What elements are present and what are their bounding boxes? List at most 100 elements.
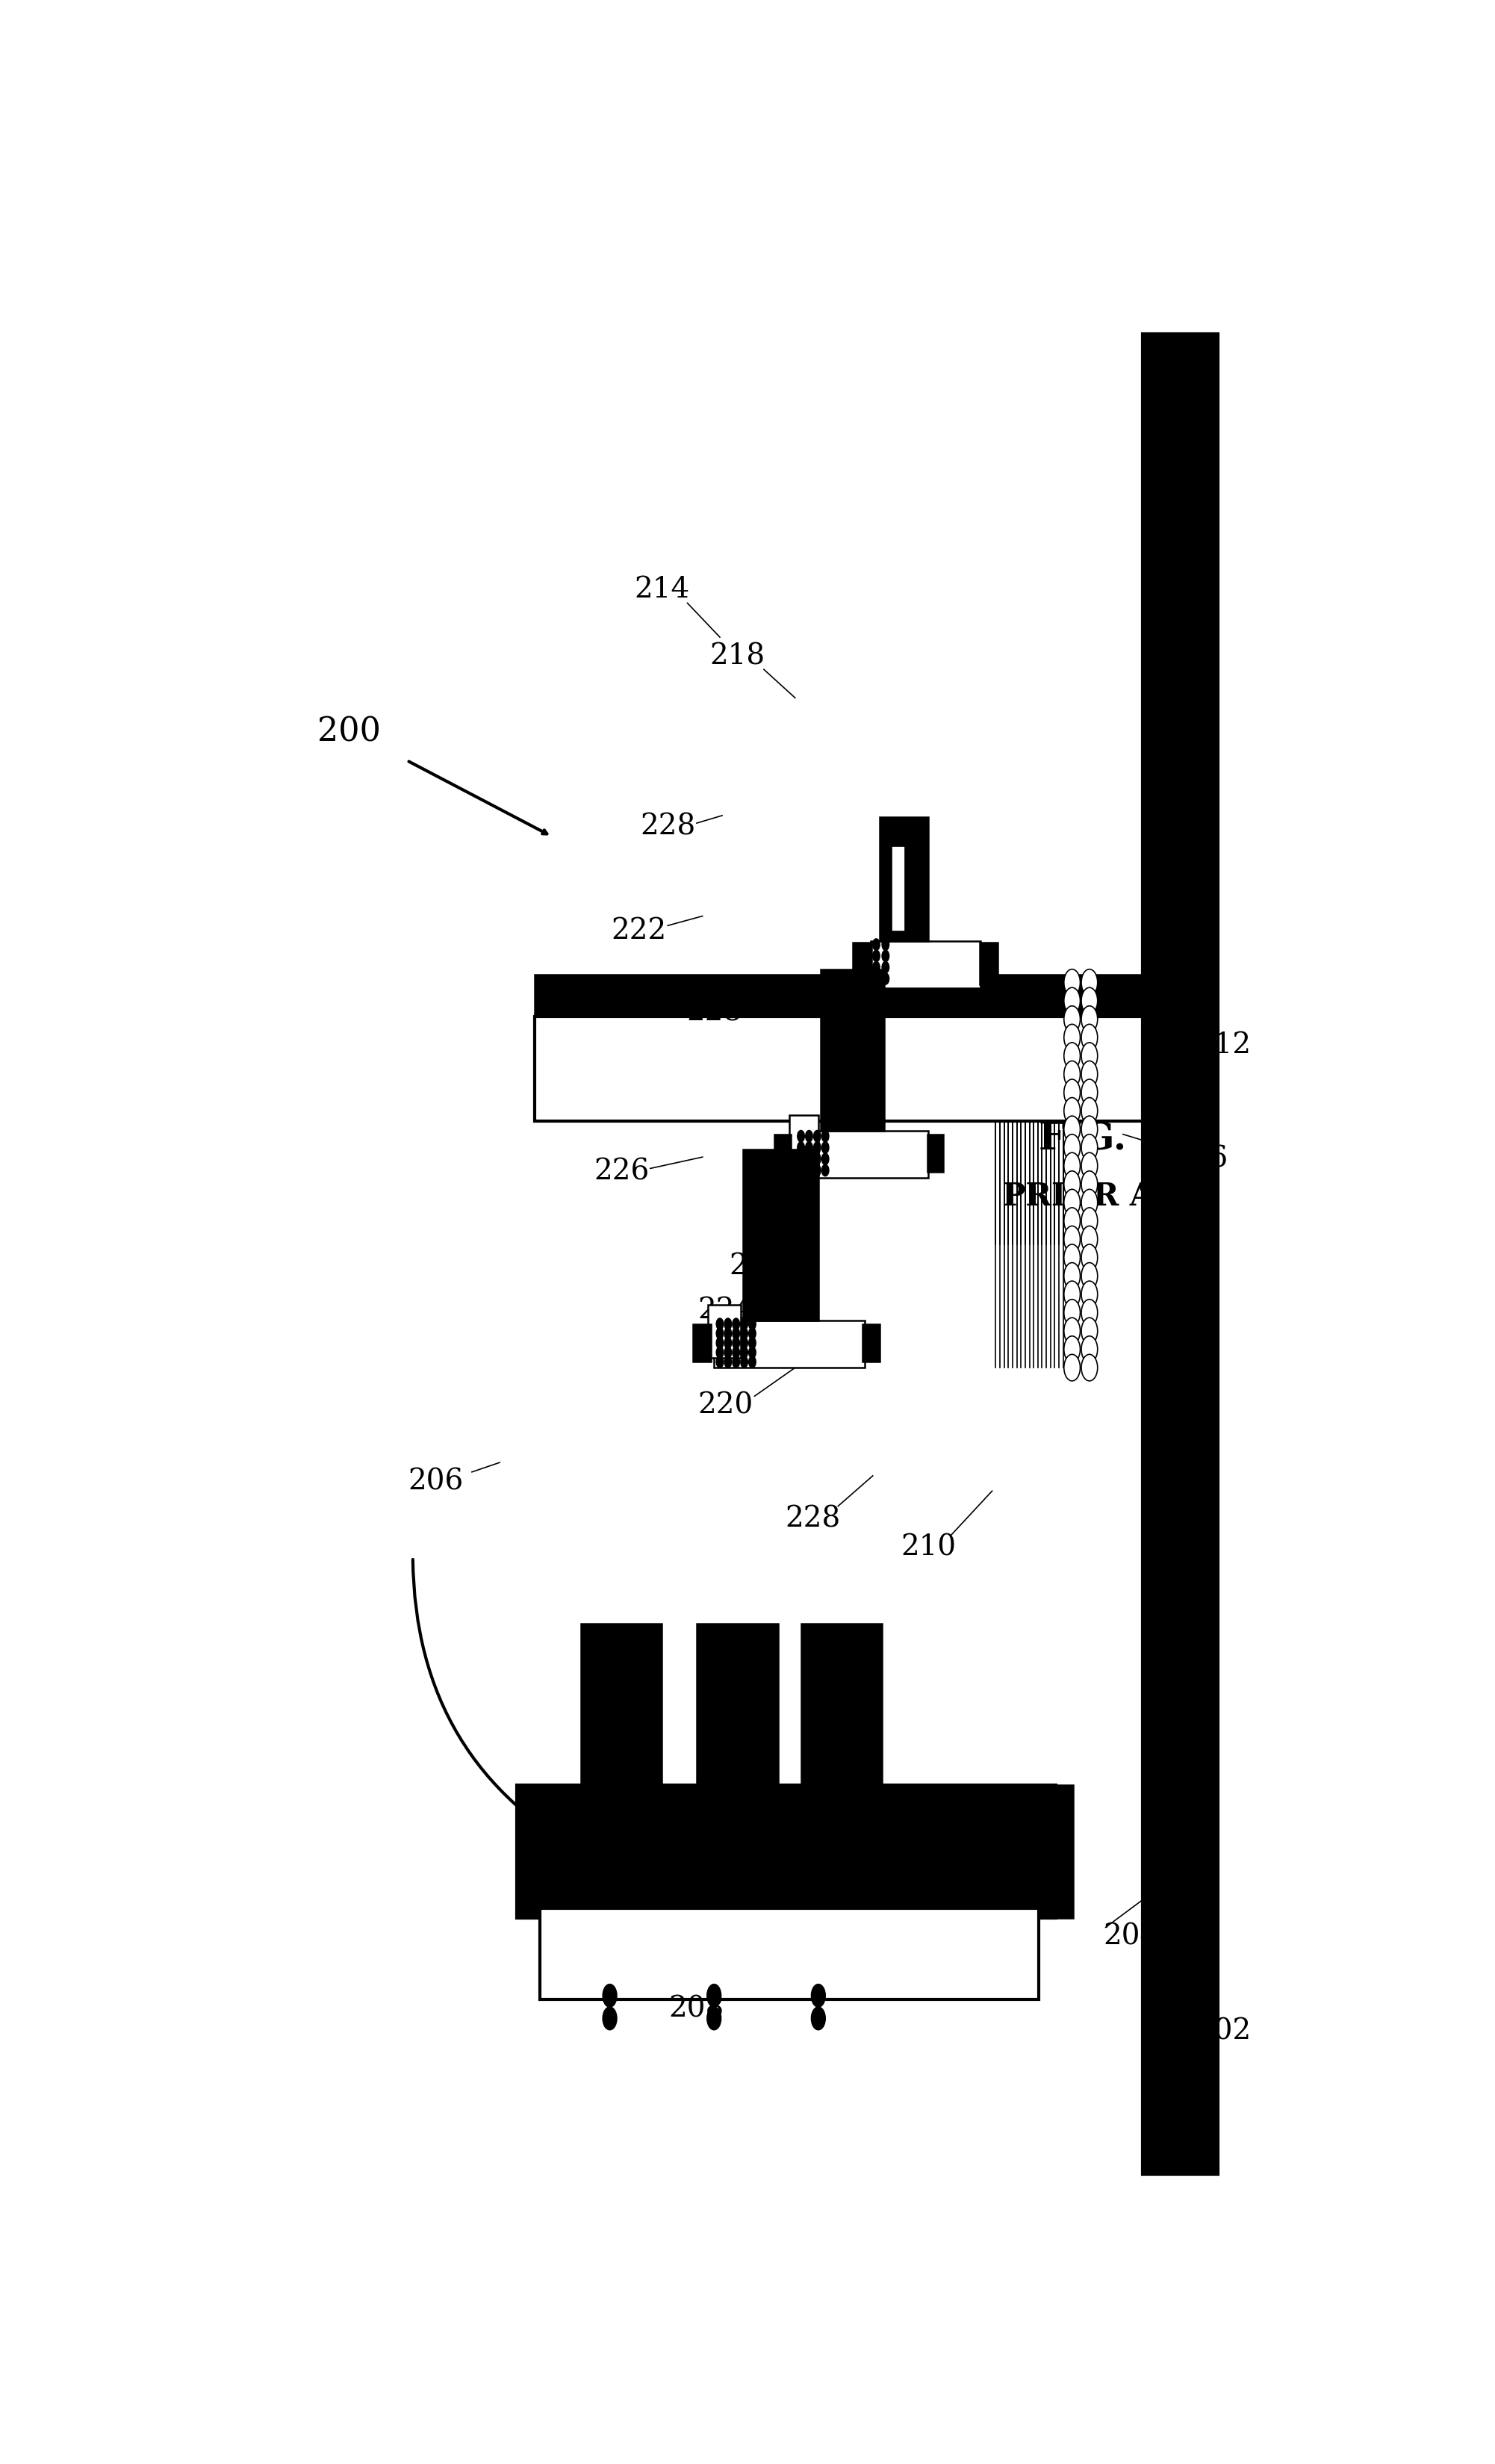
Circle shape (716, 1348, 724, 1358)
Circle shape (822, 1165, 828, 1175)
Circle shape (1081, 1281, 1097, 1308)
Circle shape (1064, 1318, 1081, 1345)
Bar (709, 1306, 740, 1358)
Bar (715, 1321, 864, 1368)
Text: 228: 228 (730, 1254, 785, 1281)
Text: 204: 204 (1103, 1922, 1159, 1951)
Circle shape (725, 1328, 731, 1340)
Circle shape (1064, 968, 1081, 995)
Circle shape (1081, 1355, 1097, 1380)
Circle shape (1081, 1005, 1097, 1032)
Text: 218: 218 (710, 643, 765, 670)
Bar (1142, 333, 1218, 2173)
Circle shape (882, 939, 890, 951)
Circle shape (822, 1153, 828, 1165)
Circle shape (1081, 1116, 1097, 1143)
Circle shape (806, 1131, 813, 1141)
Circle shape (882, 961, 890, 973)
Circle shape (797, 1153, 804, 1165)
Text: 216: 216 (1174, 1146, 1229, 1173)
Circle shape (740, 1355, 748, 1368)
Circle shape (797, 1141, 804, 1153)
Bar (1055, 1784, 1073, 1917)
Circle shape (873, 961, 879, 973)
Circle shape (716, 1328, 724, 1340)
Circle shape (1064, 1281, 1081, 1308)
Bar (774, 1133, 791, 1173)
Circle shape (1081, 1096, 1097, 1124)
Circle shape (1064, 1096, 1081, 1124)
Bar (580, 1624, 662, 1784)
Circle shape (1081, 1190, 1097, 1215)
Circle shape (1081, 1227, 1097, 1252)
Circle shape (740, 1328, 748, 1340)
Circle shape (1064, 1335, 1081, 1363)
Circle shape (1081, 1025, 1097, 1050)
Bar (821, 968, 885, 1131)
Circle shape (1081, 1042, 1097, 1069)
Circle shape (1081, 1079, 1097, 1106)
Circle shape (602, 1984, 617, 2008)
Circle shape (733, 1338, 740, 1348)
Circle shape (1081, 1244, 1097, 1271)
Circle shape (882, 973, 890, 986)
Circle shape (716, 1355, 724, 1368)
Circle shape (733, 1355, 740, 1368)
Bar (694, 1323, 710, 1363)
Circle shape (716, 1338, 724, 1348)
Circle shape (873, 939, 879, 951)
Circle shape (813, 1141, 821, 1153)
Circle shape (749, 1328, 756, 1340)
Text: 224: 224 (698, 1296, 753, 1326)
Text: 214: 214 (634, 577, 689, 604)
Circle shape (725, 1348, 731, 1358)
Circle shape (1064, 1355, 1081, 1380)
Circle shape (749, 1348, 756, 1358)
Circle shape (1064, 1227, 1081, 1252)
Circle shape (1064, 1116, 1081, 1143)
Circle shape (740, 1338, 748, 1348)
Bar (535, 976, 1142, 1018)
Circle shape (1081, 968, 1097, 995)
Bar (743, 1148, 818, 1321)
Bar (517, 1784, 1055, 1917)
Circle shape (749, 1355, 756, 1368)
Text: 222: 222 (611, 917, 667, 946)
Bar (891, 845, 906, 931)
Circle shape (740, 1348, 748, 1358)
Circle shape (1064, 1079, 1081, 1106)
Circle shape (806, 1141, 813, 1153)
Bar (979, 944, 999, 986)
Circle shape (1064, 1025, 1081, 1050)
Bar (795, 1131, 928, 1178)
Bar (854, 944, 872, 986)
Circle shape (602, 2008, 617, 2030)
Circle shape (806, 1165, 813, 1175)
Circle shape (822, 1141, 828, 1153)
Circle shape (1081, 1062, 1097, 1087)
Bar (801, 1624, 882, 1784)
Circle shape (1064, 1170, 1081, 1198)
Circle shape (733, 1318, 740, 1331)
Bar (535, 1018, 1142, 1121)
Circle shape (813, 1153, 821, 1165)
Circle shape (813, 1165, 821, 1175)
Circle shape (725, 1318, 731, 1331)
Circle shape (733, 1328, 740, 1340)
Text: 206: 206 (408, 1469, 463, 1496)
Circle shape (812, 1984, 825, 2008)
Bar (789, 1116, 818, 1168)
Circle shape (882, 951, 890, 961)
Circle shape (740, 1318, 748, 1331)
Bar (879, 818, 928, 941)
Text: PRIOR ART: PRIOR ART (1002, 1180, 1202, 1212)
Circle shape (1081, 1133, 1097, 1161)
Bar (870, 941, 981, 988)
Circle shape (1064, 1005, 1081, 1032)
Text: 202: 202 (1196, 2018, 1251, 2045)
Circle shape (1081, 1318, 1097, 1345)
Text: FIG. 2: FIG. 2 (1039, 1121, 1166, 1158)
Circle shape (812, 2008, 825, 2030)
Circle shape (1081, 1335, 1097, 1363)
Circle shape (733, 1348, 740, 1358)
